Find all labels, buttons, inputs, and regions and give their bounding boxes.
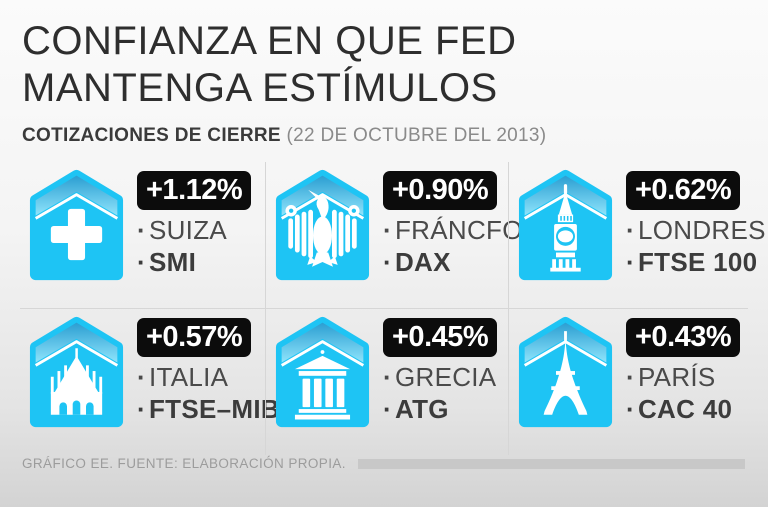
market-index: FTSE 100 — [626, 246, 766, 279]
market-index: FTSE–MIB — [137, 393, 280, 426]
footer-credit: GRÁFICO EE. FUENTE: ELABORACIÓN PROPIA. — [22, 456, 346, 471]
change-badge: +0.62% — [626, 171, 741, 210]
change-badge: +0.45% — [383, 318, 498, 357]
change-badge: +1.12% — [137, 171, 252, 210]
market-city: PARÍS — [626, 362, 740, 393]
market-index: DAX — [383, 246, 558, 279]
eiffel-tower-icon — [518, 316, 613, 428]
title-line-2: MANTENGA ESTÍMULOS — [22, 66, 498, 110]
subtitle-date: (22 DE OCTUBRE DEL 2013) — [286, 125, 547, 146]
market-tile-grecia: +0.45% GRECIA ATG — [265, 309, 508, 455]
market-city: GRECIA — [383, 362, 497, 393]
subtitle: COTIZACIONES DE CIERRE (22 DE OCTUBRE DE… — [22, 125, 768, 147]
market-index: SMI — [137, 246, 251, 279]
market-city: LONDRES — [626, 215, 766, 246]
market-index: CAC 40 — [626, 393, 740, 426]
swiss-cross-icon — [29, 169, 124, 281]
market-index: ATG — [383, 393, 497, 426]
footer: GRÁFICO EE. FUENTE: ELABORACIÓN PROPIA. — [22, 456, 745, 471]
greek-temple-icon — [275, 316, 370, 428]
title-line-1: CONFIANZA EN QUE FED — [22, 19, 517, 63]
market-city: ITALIA — [137, 362, 280, 393]
milan-duomo-icon — [29, 316, 124, 428]
change-badge: +0.43% — [626, 318, 741, 357]
big-ben-icon — [518, 169, 613, 281]
change-badge: +0.90% — [383, 171, 498, 210]
market-tile-londres: +0.62% LONDRES FTSE 100 — [508, 162, 765, 309]
market-tile-italia: +0.57% ITALIA FTSE–MIB — [20, 309, 280, 455]
market-tile-paris: +0.43% PARÍS CAC 40 — [508, 309, 748, 455]
market-tile-suiza: +1.12% SUIZA SMI — [20, 162, 265, 309]
market-city: SUIZA — [137, 215, 251, 246]
footer-bar — [357, 458, 745, 469]
market-tile-francfort: +0.90% FRÁNCFORT DAX — [265, 162, 557, 309]
german-eagle-icon — [275, 169, 370, 281]
change-badge: +0.57% — [137, 318, 252, 357]
markets-grid: +1.12% SUIZA SMI — [20, 162, 765, 455]
subtitle-label: COTIZACIONES DE CIERRE — [22, 125, 281, 146]
page-title: CONFIANZA EN QUE FED MANTENGA ESTÍMULOS — [22, 18, 768, 112]
